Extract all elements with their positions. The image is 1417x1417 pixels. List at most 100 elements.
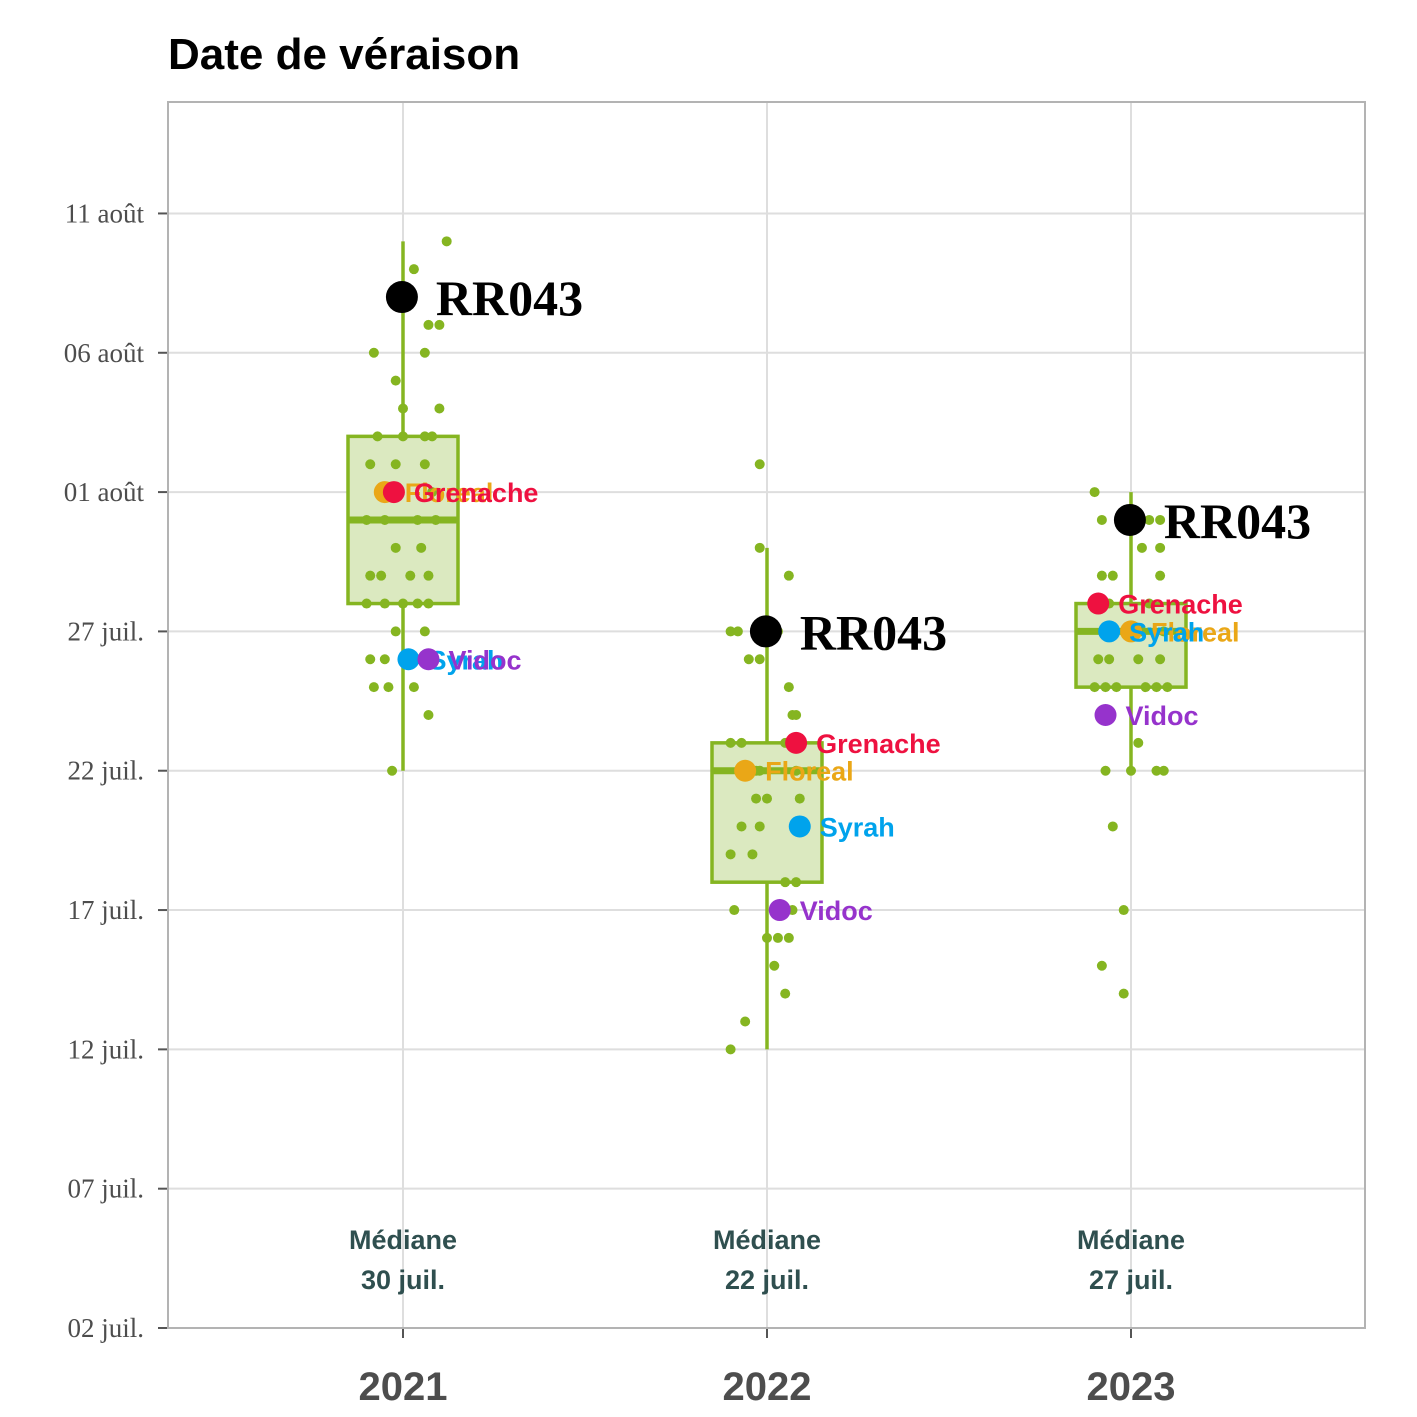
data-point [1100,682,1111,693]
data-point [762,793,772,804]
data-point [387,765,398,776]
data-point [416,542,427,553]
data-point [365,570,376,581]
highlight-point-vidoc-2023 [1094,704,1117,726]
data-point [1155,654,1166,665]
highlight-label-vidoc-2022: Vidoc [800,896,873,926]
data-point [791,710,802,720]
data-point [783,682,794,693]
data-point [427,431,438,442]
y-tick-label: 06 août [64,338,145,368]
data-point [365,654,376,665]
data-point [1155,570,1166,581]
data-point [1151,682,1162,693]
data-point [1107,570,1118,581]
highlight-point-vidoc-2021 [417,648,440,671]
median-label-2023: Médiane [1077,1225,1185,1255]
highlight-label-grenache-2021: Grenache [414,478,539,508]
data-point [1096,960,1107,971]
data-point [780,877,791,888]
data-point [772,932,783,943]
data-point [1158,626,1169,637]
data-point [1104,654,1115,665]
data-point [1144,514,1155,525]
highlight-label-vidoc-2023: Vidoc [1126,701,1199,731]
y-tick-label: 01 août [64,477,145,507]
data-point [361,514,372,525]
data-point [379,514,390,525]
data-point [427,487,438,498]
median-value-2023: 27 juil. [1089,1265,1173,1295]
highlight-point-syrah-2021 [397,648,420,671]
highlight-point-rr043-2022 [749,615,782,648]
data-point [419,431,430,442]
data-point [419,459,430,470]
highlight-label-grenache-2023: Grenache [1118,590,1243,620]
plot-border [167,101,1366,1329]
median-label-2021: Médiane [349,1225,457,1255]
data-point [1111,682,1122,693]
data-point [398,598,408,609]
data-point [1133,654,1144,665]
highlight-point-floreal-2023 [1120,620,1142,643]
data-point [423,598,434,609]
data-point [368,682,379,693]
data-point [398,431,408,442]
data-point [729,905,740,916]
highlight-label-grenache-2022: Grenache [816,729,941,759]
data-point [1158,765,1169,776]
highlight-point-grenache-2021 [382,481,405,504]
highlight-point-grenache-2022 [785,731,808,754]
data-point [1118,905,1129,916]
highlight-point-syrah-2022 [788,815,811,838]
data-point [783,932,794,943]
data-point [1096,514,1107,525]
data-point [383,682,394,693]
data-point [743,654,754,665]
data-point [434,319,445,330]
y-tick-label: 27 juil. [67,616,144,646]
data-point [754,542,765,553]
y-tick-label: 12 juil. [67,1034,144,1064]
data-point [430,514,441,525]
data-point [390,459,401,470]
data-point [1100,765,1111,776]
data-point [390,542,401,553]
data-point [390,626,401,637]
data-point [1118,988,1129,999]
y-tick-label: 22 juil. [67,756,144,786]
x-tick-label-2023: 2023 [1087,1365,1176,1409]
data-point [794,793,805,804]
y-tick-label: 11 août [65,198,145,228]
data-point [747,849,758,860]
highlight-label-rr043-2022: RR043 [800,604,947,660]
data-point [398,403,408,414]
data-point [1089,682,1100,693]
highlight-label-rr043-2021: RR043 [436,270,583,326]
highlight-label-floreal-2021: Floreal [405,478,494,508]
data-point [423,710,434,720]
data-point [1140,682,1151,693]
data-point [1144,598,1155,609]
median-value-2022: 22 juil. [725,1265,809,1295]
data-point [725,849,736,860]
highlight-point-rr043-2023 [1113,503,1146,536]
data-point [1155,514,1166,525]
data-point [379,654,390,665]
highlight-label-floreal-2022: Floreal [765,757,854,787]
median-value-2021: 30 juil. [361,1265,445,1295]
data-point [376,570,387,581]
data-point [1093,654,1104,665]
highlight-label-syrah-2023: Syrah [1129,617,1204,647]
data-point [434,403,445,414]
data-point [1133,737,1144,748]
x-tick-label-2022: 2022 [723,1365,812,1409]
highlight-label-vidoc-2021: Vidoc [448,645,521,675]
y-tick-label: 07 juil. [67,1174,144,1204]
data-point [725,626,736,637]
y-tick-label: 17 juil. [67,895,144,925]
data-point [361,598,372,609]
x-tick-label-2021: 2021 [359,1365,448,1409]
data-point [379,598,390,609]
